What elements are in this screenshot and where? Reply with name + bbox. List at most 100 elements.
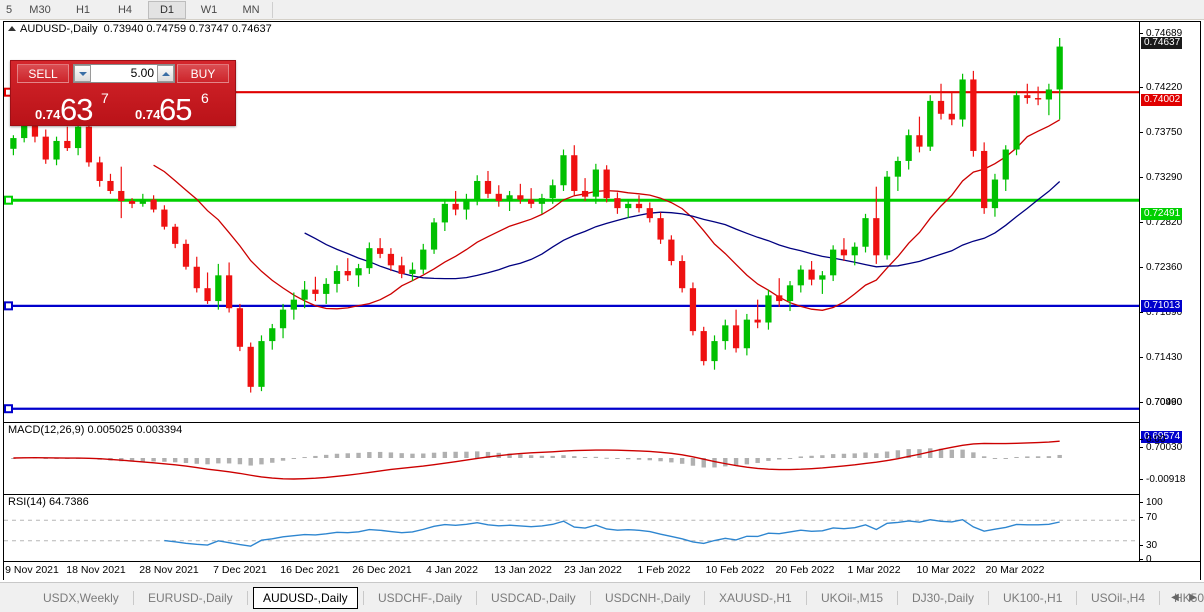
macd-histogram-bar: [852, 453, 857, 458]
macd-histogram-bar: [572, 456, 577, 458]
macd-histogram-bar: [43, 458, 48, 459]
macd-histogram-bar: [550, 455, 555, 458]
date-scale[interactable]: 9 Nov 2021 18 Nov 2021 28 Nov 2021 7 Dec 20…: [3, 562, 1201, 580]
timeframe-button-w1[interactable]: W1: [200, 4, 218, 16]
chart-tab-usdcaddaily[interactable]: USDCAD-,Daily: [491, 591, 576, 605]
macd-histogram-bar: [647, 458, 652, 461]
rsi-canvas: [4, 518, 1139, 547]
price-tick-label: 0.73750: [1140, 127, 1200, 139]
ohlc-close: 0.74637: [231, 23, 272, 35]
candle-body: [700, 331, 707, 362]
hline-handle-support-blue[interactable]: [4, 301, 13, 311]
tab-separator: [247, 591, 248, 605]
rsi-scale-label: 30: [1140, 540, 1200, 552]
macd-histogram-bar: [399, 453, 404, 458]
chart-frame[interactable]: AUDUSD-,Daily 0.73940 0.74759 0.73747 0.7463…: [3, 21, 1201, 562]
macd-histogram-bar: [539, 455, 545, 458]
timeframe-button-m30[interactable]: M30: [29, 4, 51, 16]
candle-body: [668, 239, 675, 262]
candle-body: [463, 199, 470, 210]
macd-histogram-bar: [485, 451, 491, 458]
one-click-trade-panel[interactable]: SELL 5.00 BUY 0.74 63 7 0.74 65 6: [10, 60, 236, 126]
chart-tab-usoilh4[interactable]: USOil-,H4: [1091, 591, 1146, 605]
candle-body: [797, 269, 804, 286]
candle-body: [161, 209, 168, 227]
price-tick-label: 0.72820: [1140, 217, 1200, 229]
candle-body: [948, 113, 955, 120]
volume-increase-button[interactable]: [157, 65, 174, 82]
candle-body: [53, 140, 60, 160]
candle-body: [10, 138, 17, 149]
macd-histogram-bar: [226, 458, 232, 464]
volume-decrease-button[interactable]: [74, 65, 91, 82]
sell-button[interactable]: SELL: [17, 64, 69, 83]
candle-body: [743, 319, 750, 349]
macd-histogram-bar: [960, 449, 965, 458]
chart-tab-dj30daily[interactable]: DJ30-,Daily: [912, 591, 975, 605]
sell-price-display[interactable]: 0.74 63 7: [13, 88, 121, 125]
timeframe-button-mn[interactable]: MN: [242, 4, 260, 16]
candle-body: [1034, 98, 1042, 100]
sell-price-prefix: 0.74: [35, 107, 61, 122]
chart-tab-xauusdh1[interactable]: XAUUSD-,H1: [719, 591, 792, 605]
chart-tab-audusddaily[interactable]: AUDUSD-,Daily: [253, 587, 358, 609]
candle-body: [323, 283, 330, 294]
price-scale[interactable]: 0.74689 0.74220 0.73750 0.73290 0.72820 0.723…: [1139, 22, 1200, 561]
macd-histogram-bar: [388, 452, 394, 458]
chart-tab-uk100h1[interactable]: UK100-,H1: [1003, 591, 1063, 605]
candle-body: [614, 198, 621, 209]
candle-body: [355, 268, 362, 276]
timeframe-button-h1[interactable]: H1: [75, 4, 91, 16]
timeframe-button-5[interactable]: 5: [5, 4, 13, 16]
candle-body: [118, 190, 125, 201]
tab-separator: [704, 591, 705, 605]
macd-histogram-bar: [679, 458, 685, 464]
candle-body: [236, 308, 244, 347]
macd-histogram-bar: [270, 458, 275, 463]
timeframe-button-h4[interactable]: H4: [117, 4, 133, 16]
macd-histogram-bar: [755, 458, 760, 463]
timeframe-button-d1[interactable]: D1: [148, 1, 186, 19]
price-tick-label: 0.71430: [1140, 352, 1200, 364]
macd-histogram-bar: [464, 451, 469, 458]
chart-tab-bar: USDX,Weekly EURUSD-,Daily AUDUSD-,Daily USD…: [0, 582, 1204, 612]
candle-body: [139, 199, 146, 204]
current-price-label[interactable]: 0.74637: [1141, 37, 1183, 49]
macd-histogram-bar: [345, 453, 350, 458]
support-blue2-price-label[interactable]: 0.69574: [1141, 431, 1183, 443]
chart-tab-usdxweekly[interactable]: USDX,Weekly: [43, 591, 119, 605]
chart-tab-usdcnhdaily[interactable]: USDCNH-,Daily: [605, 591, 691, 605]
tab-scroll-left-icon[interactable]: ◀: [1171, 592, 1179, 603]
resistance-price-label[interactable]: 0.74002: [1141, 94, 1183, 106]
collapse-triangle-icon[interactable]: [8, 26, 16, 32]
hline-handle-support-blue-2[interactable]: [4, 404, 13, 414]
chart-tab-hk50daily[interactable]: HK50-,Daily: [1174, 591, 1204, 605]
candle-body: [538, 198, 546, 204]
tab-scroll-right-icon[interactable]: ▶: [1189, 592, 1197, 603]
macd-histogram-bar: [172, 458, 178, 463]
macd-histogram-bar: [928, 448, 933, 458]
macd-canvas: [11, 440, 1062, 480]
candle-body: [592, 169, 599, 197]
candle-body: [830, 249, 837, 276]
candle-body: [344, 271, 351, 276]
buy-button[interactable]: BUY: [177, 64, 229, 83]
date-tick-label: 26 Dec 2021: [352, 564, 412, 576]
support-green-price-label[interactable]: 0.72491: [1141, 208, 1183, 220]
hline-handle-support-green[interactable]: [4, 195, 13, 205]
macd-indicator-pane[interactable]: MACD(12,26,9) 0.005025 0.003394: [4, 422, 1139, 493]
candle-body: [107, 180, 114, 191]
support-blue-price-label[interactable]: 0.71013: [1141, 300, 1183, 312]
trade-panel-controls: SELL 5.00 BUY: [11, 61, 235, 86]
chart-tab-ukoilm15[interactable]: UKOil-,M15: [821, 591, 884, 605]
buy-price-display[interactable]: 0.74 65 6: [125, 88, 235, 125]
chart-tab-usdchfdaily[interactable]: USDCHF-,Daily: [378, 591, 462, 605]
volume-input[interactable]: 5.00: [73, 64, 175, 83]
candle-body: [894, 160, 902, 177]
rsi-indicator-pane[interactable]: RSI(14) 64.7386: [4, 494, 1139, 561]
chart-tab-eurusddaily[interactable]: EURUSD-,Daily: [148, 591, 233, 605]
macd-histogram-bar: [205, 458, 210, 465]
candle-body: [873, 218, 880, 256]
price-plot-area[interactable]: [4, 22, 1139, 421]
macd-histogram-bar: [518, 454, 523, 458]
